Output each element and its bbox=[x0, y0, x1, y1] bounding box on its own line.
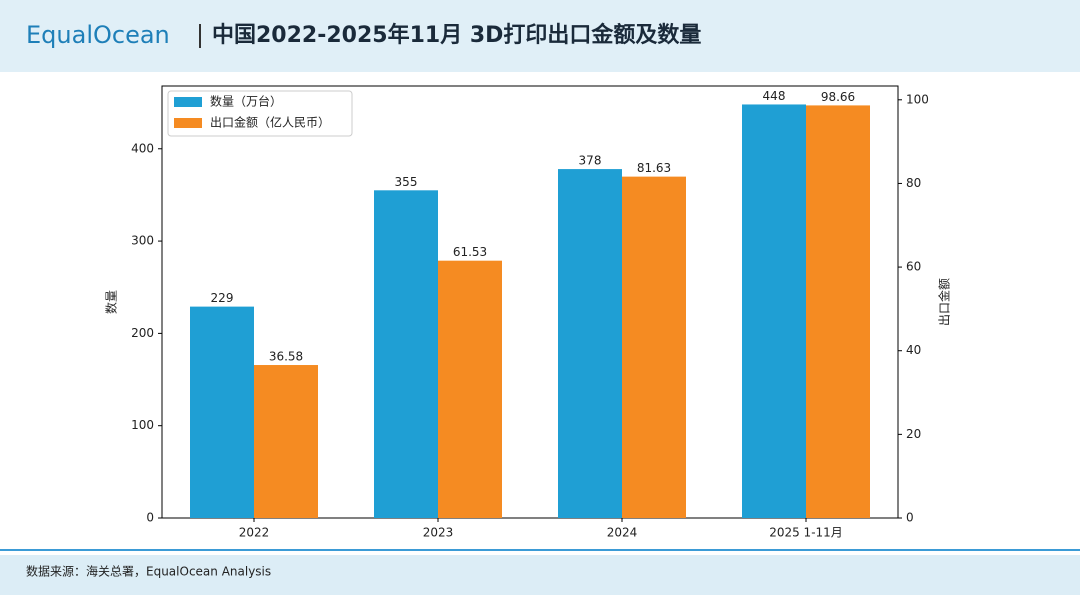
y2-tick-label: 20 bbox=[906, 427, 921, 441]
legend-swatch bbox=[174, 118, 202, 128]
y2-tick-label: 100 bbox=[906, 92, 929, 106]
value-label: 98.66 bbox=[821, 90, 855, 104]
legend-swatch bbox=[174, 97, 202, 107]
x-tick-label: 2024 bbox=[607, 526, 638, 540]
y-tick-label: 200 bbox=[131, 326, 154, 340]
bar bbox=[254, 365, 318, 518]
y-tick-label: 100 bbox=[131, 418, 154, 432]
header-band bbox=[0, 0, 1080, 72]
value-label: 448 bbox=[763, 89, 786, 103]
value-label: 81.63 bbox=[637, 161, 671, 175]
value-label: 378 bbox=[579, 154, 602, 168]
y-tick-label: 0 bbox=[146, 511, 154, 525]
x-tick-label: 2025 1-11月 bbox=[769, 526, 843, 540]
legend-box bbox=[167, 90, 353, 137]
bar bbox=[742, 104, 806, 518]
plot-frame bbox=[161, 85, 899, 519]
y-axis-label: 数量 bbox=[104, 290, 119, 314]
footer-band bbox=[0, 555, 1080, 595]
y2-tick-label: 60 bbox=[906, 260, 921, 274]
bar bbox=[190, 306, 254, 518]
x-tick-label: 2022 bbox=[239, 526, 270, 540]
bar bbox=[374, 190, 438, 519]
bar bbox=[622, 176, 686, 518]
legend-label: 数量（万台） bbox=[210, 94, 282, 109]
x-tick-label: 2023 bbox=[423, 526, 454, 540]
bar bbox=[806, 105, 870, 518]
bar bbox=[438, 260, 502, 518]
y2-tick-label: 40 bbox=[906, 343, 921, 357]
value-label: 36.58 bbox=[269, 350, 303, 364]
y2-tick-label: 0 bbox=[906, 511, 914, 525]
value-label: 355 bbox=[395, 175, 418, 189]
bar bbox=[558, 169, 622, 519]
y2-tick-label: 80 bbox=[906, 176, 921, 190]
value-label: 61.53 bbox=[453, 245, 487, 259]
page-title: 中国2022-2025年11月 3D打印出口金额及数量 bbox=[212, 22, 701, 48]
y-tick-label: 400 bbox=[131, 141, 154, 155]
logo: EqualOcean bbox=[26, 21, 170, 49]
y-tick-label: 300 bbox=[131, 234, 154, 248]
legend-label: 出口金额（亿人民币） bbox=[210, 115, 330, 130]
value-label: 229 bbox=[211, 291, 234, 305]
source: 数据来源：海关总署，EqualOcean Analysis bbox=[26, 564, 271, 579]
y2-axis-label: 出口金额 bbox=[937, 278, 952, 326]
